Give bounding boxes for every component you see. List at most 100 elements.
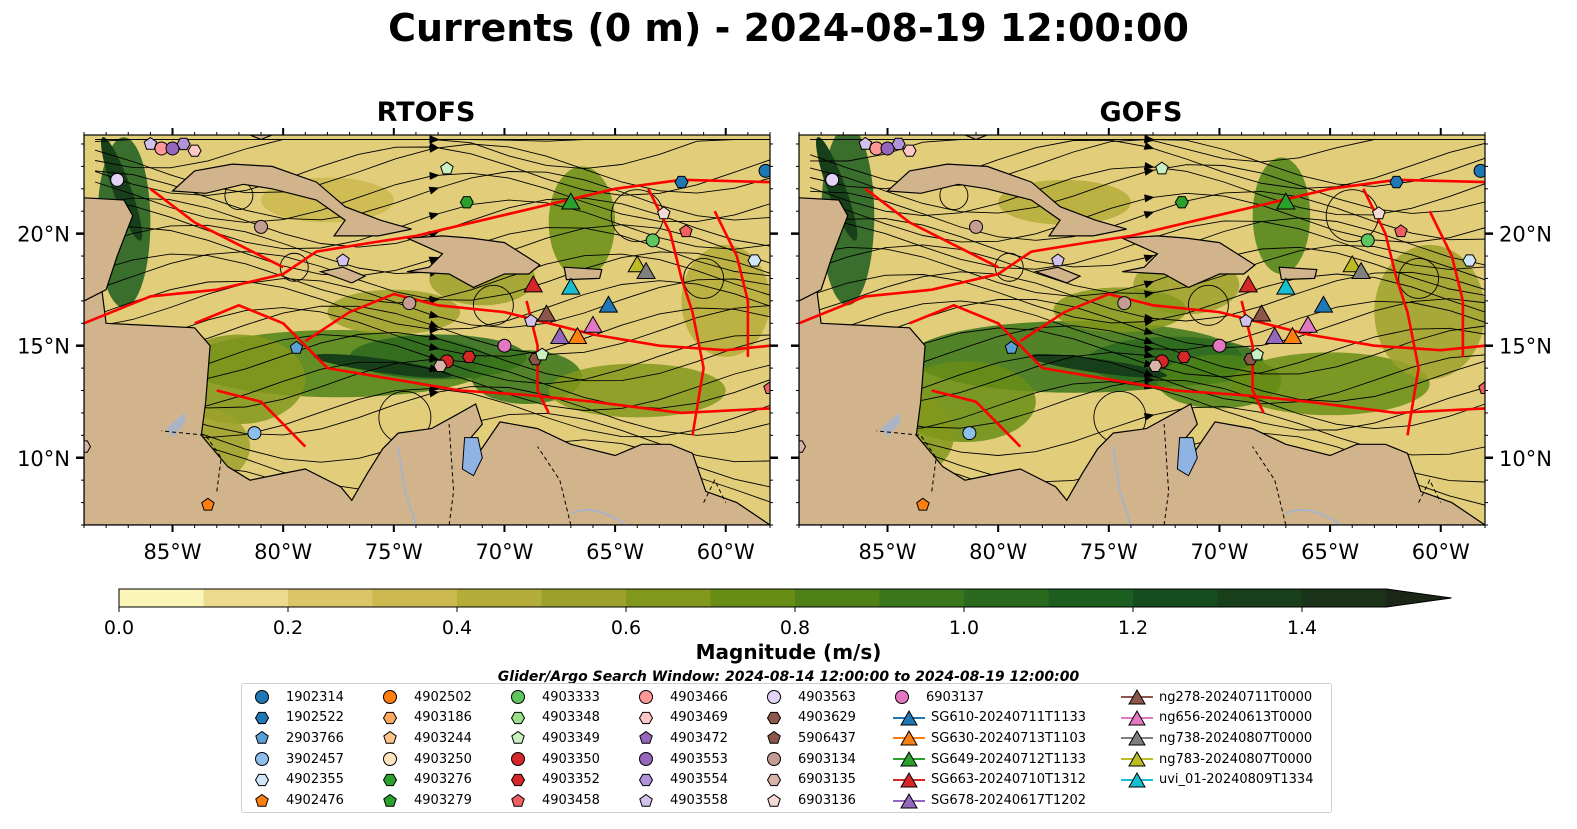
legend-label: ng738-20240807T0000 bbox=[1159, 730, 1313, 746]
streamline-arrow bbox=[1143, 336, 1155, 345]
legend-label: 4903553 bbox=[670, 751, 728, 767]
legend-item: 5906437 bbox=[764, 728, 856, 748]
glider-marker bbox=[523, 275, 544, 293]
legend-item: 4903186 bbox=[380, 708, 472, 728]
legend-marker-icon bbox=[638, 773, 654, 786]
argo-float-marker bbox=[1462, 254, 1477, 267]
landmass bbox=[249, 135, 273, 141]
eez-boundary bbox=[1362, 188, 1420, 436]
eddy-streamline bbox=[994, 252, 1024, 282]
legend-label: 5906437 bbox=[798, 730, 856, 746]
argo-float-marker bbox=[1148, 359, 1163, 372]
argo-float-marker bbox=[201, 497, 215, 511]
legend-label: 4903472 bbox=[670, 730, 728, 746]
colorbar-bin bbox=[964, 589, 1049, 607]
legend-item: ng783-20240807T0000 bbox=[1120, 749, 1312, 769]
argo-float-marker bbox=[524, 313, 538, 327]
y-tick-label: 15°N bbox=[17, 335, 70, 359]
legend-marker-icon bbox=[255, 793, 269, 807]
legend-marker-icon bbox=[383, 690, 397, 704]
argo-float-marker bbox=[1155, 161, 1169, 175]
search-window-text: Glider/Argo Search Window: 2024-08-14 12… bbox=[497, 669, 1080, 685]
legend-triangle bbox=[900, 792, 918, 808]
legend-triangle bbox=[900, 730, 918, 746]
legend-marker-icon bbox=[639, 793, 653, 807]
streamline-arrow bbox=[1143, 318, 1155, 327]
colorbar-tick-label: 0.6 bbox=[611, 617, 641, 639]
legend-item: 4903466 bbox=[636, 687, 728, 707]
landmass bbox=[318, 266, 367, 284]
panel-title-rtofs: RTOFS bbox=[376, 97, 476, 128]
colorbar-frame bbox=[118, 588, 1452, 608]
legend-marker-icon bbox=[638, 711, 654, 724]
legend-label: 4903563 bbox=[798, 689, 856, 705]
river bbox=[397, 446, 417, 525]
legend-item: 4903629 bbox=[764, 708, 856, 728]
streamline-arrow bbox=[1143, 369, 1155, 377]
legend-symbol bbox=[511, 793, 525, 807]
legend-triangle bbox=[1128, 709, 1146, 726]
legend-label: 4903348 bbox=[542, 710, 600, 726]
legend-label: 4903469 bbox=[670, 710, 728, 726]
legend-marker-icon bbox=[639, 752, 653, 767]
legend-triangle bbox=[900, 751, 918, 767]
colorbar-tick-label: 1.0 bbox=[949, 617, 979, 639]
map-panel-rtofs: 85°W 80°W 75°W 70°W 65°W 60°W 20°N 15°N 10°N bbox=[17, 128, 778, 564]
legend-label: ng656-20240613T0000 bbox=[1159, 710, 1313, 726]
eddy-streamline bbox=[472, 284, 514, 326]
argo-float-marker bbox=[1174, 196, 1189, 209]
landmass bbox=[171, 163, 412, 237]
colorbar-bin bbox=[795, 589, 880, 607]
legend-item: 4903250 bbox=[380, 749, 472, 769]
glider-marker bbox=[598, 295, 619, 313]
legend-item: 4903554 bbox=[636, 770, 728, 790]
country-border bbox=[448, 424, 455, 525]
legend-marker-icon bbox=[766, 773, 782, 786]
landmass bbox=[886, 163, 1127, 237]
legend-item: SG630-20240713T1103 bbox=[892, 728, 1086, 748]
legend-label: 4902355 bbox=[286, 772, 344, 788]
legend-marker-icon bbox=[639, 731, 653, 745]
argo-float-marker bbox=[969, 219, 984, 234]
legend-marker-icon bbox=[382, 711, 398, 724]
argo-float-marker bbox=[902, 144, 917, 157]
legend-marker-icon bbox=[893, 771, 925, 788]
eez-boundary bbox=[799, 178, 1485, 325]
legend-item: 2903766 bbox=[252, 728, 344, 748]
legend-item: 6903136 bbox=[764, 791, 856, 811]
argo-float-marker bbox=[758, 163, 770, 178]
argo-float-marker bbox=[747, 254, 762, 267]
streamline-arrow bbox=[428, 343, 440, 351]
x-tick-label: 70°W bbox=[1190, 540, 1248, 564]
x-tick-label: 75°W bbox=[365, 540, 423, 564]
legend-marker-icon bbox=[766, 711, 782, 724]
legend-item: 4903553 bbox=[636, 749, 728, 769]
streamline-arrow bbox=[428, 310, 440, 319]
legend-marker-icon bbox=[510, 711, 526, 724]
legend-label: SG610-20240711T1133 bbox=[931, 710, 1087, 726]
legend-item: 4903244 bbox=[380, 728, 472, 748]
eez-boundary bbox=[216, 389, 307, 448]
legend-symbol bbox=[383, 690, 397, 704]
legend-label: 1902522 bbox=[286, 710, 344, 726]
legend-symbol bbox=[767, 752, 781, 767]
legend-symbol bbox=[255, 793, 269, 807]
legend-item: ng278-20240711T0000 bbox=[1120, 687, 1312, 707]
legend-label: 4903276 bbox=[414, 772, 472, 788]
country-border bbox=[161, 430, 222, 492]
legend-label: 6903136 bbox=[798, 793, 856, 808]
glider-marker bbox=[1282, 326, 1303, 344]
legend-symbol bbox=[383, 731, 397, 745]
streamline-arrow bbox=[1143, 280, 1155, 289]
argo-float-marker bbox=[1117, 296, 1132, 311]
streamline-arrow bbox=[428, 212, 440, 220]
legend-label: 4903279 bbox=[414, 793, 472, 808]
legend-symbol bbox=[767, 731, 781, 745]
legend-marker-icon bbox=[254, 773, 270, 786]
streamline-arrow bbox=[1143, 211, 1155, 219]
legend-label: 3902457 bbox=[286, 751, 344, 767]
legend-marker-icon bbox=[255, 752, 269, 767]
colorbar-tick-label: 0.8 bbox=[780, 617, 810, 639]
legend-label: 4903250 bbox=[414, 751, 472, 767]
legend-item: 4902502 bbox=[380, 687, 472, 707]
